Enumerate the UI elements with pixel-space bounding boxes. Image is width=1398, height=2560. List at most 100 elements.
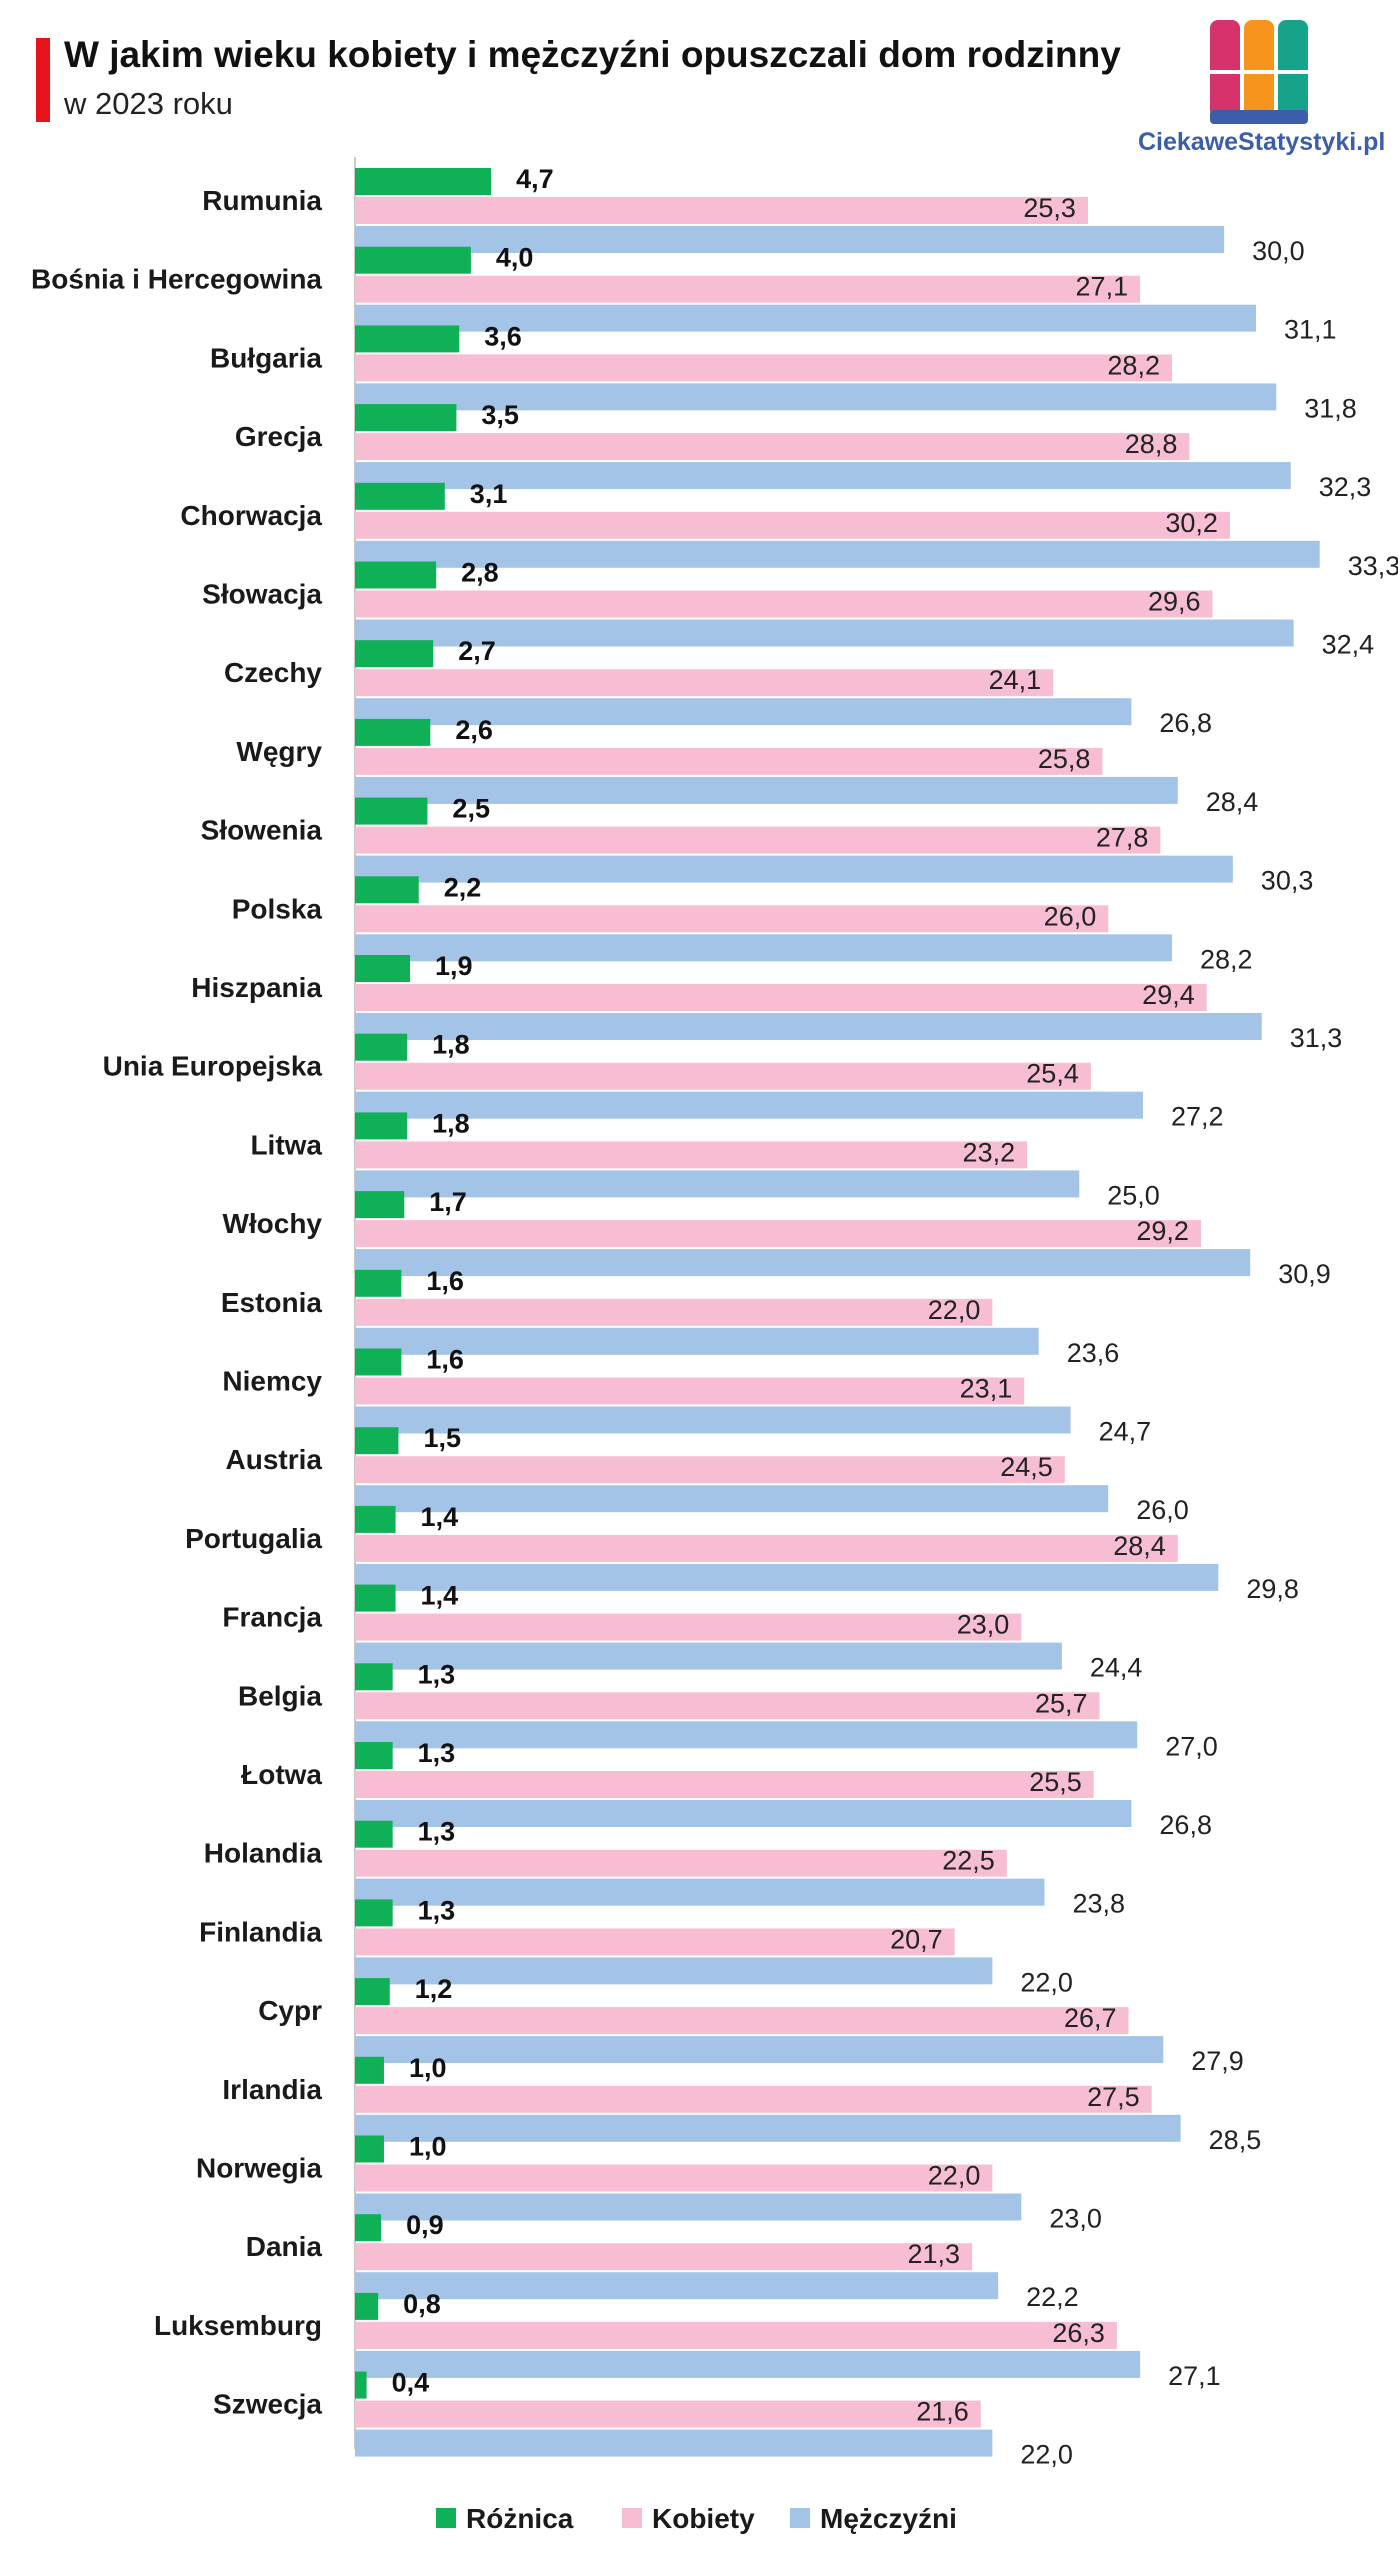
data-label-women: 21,3 bbox=[908, 2239, 961, 2269]
data-label-difference: 1,6 bbox=[426, 1266, 464, 1296]
category-label: Grecja bbox=[235, 421, 323, 452]
bar-men bbox=[355, 1013, 1262, 1040]
data-label-men: 27,1 bbox=[1168, 2361, 1221, 2391]
chart-title: W jakim wieku kobiety i mężczyźni opuszc… bbox=[64, 34, 1121, 75]
data-label-women: 22,5 bbox=[942, 1846, 995, 1876]
data-label-men: 31,1 bbox=[1284, 315, 1337, 345]
category-label: Rumunia bbox=[202, 185, 322, 216]
data-label-difference: 2,6 bbox=[455, 715, 493, 745]
data-label-men: 31,8 bbox=[1304, 393, 1357, 423]
data-label-difference: 1,5 bbox=[423, 1423, 461, 1453]
bar-men bbox=[355, 226, 1225, 253]
bar-women bbox=[355, 1534, 1178, 1562]
data-label-women: 29,6 bbox=[1148, 587, 1201, 617]
data-label-women: 30,2 bbox=[1165, 508, 1218, 538]
bar-men bbox=[355, 1957, 993, 1985]
title-accent-bar bbox=[36, 38, 50, 122]
bar-difference bbox=[355, 2292, 379, 2320]
data-label-men: 24,7 bbox=[1099, 1417, 1152, 1447]
category-label: Chorwacja bbox=[180, 500, 322, 531]
data-label-difference: 1,2 bbox=[415, 1974, 453, 2004]
data-label-women: 26,7 bbox=[1064, 2003, 1117, 2033]
bar-difference bbox=[355, 876, 419, 904]
bar-difference bbox=[355, 1427, 399, 1455]
data-label-men: 26,8 bbox=[1159, 708, 1212, 738]
bar-men bbox=[355, 1249, 1251, 1277]
data-label-men: 22,2 bbox=[1026, 2282, 1079, 2312]
bar-men bbox=[355, 1485, 1109, 1513]
logo-bar-3 bbox=[1278, 20, 1308, 118]
bar-men bbox=[355, 1091, 1143, 1119]
data-label-men: 33,3 bbox=[1348, 551, 1398, 581]
data-label-women: 25,8 bbox=[1038, 744, 1091, 774]
legend-label-women: Kobiety bbox=[652, 2503, 755, 2534]
bar-men bbox=[355, 304, 1256, 332]
bar-difference bbox=[355, 1978, 390, 2006]
bar-women bbox=[355, 197, 1088, 224]
data-label-difference: 4,0 bbox=[496, 243, 534, 273]
data-label-difference: 2,7 bbox=[458, 636, 496, 666]
legend-swatch-difference bbox=[436, 2508, 456, 2528]
bar-women bbox=[355, 984, 1207, 1011]
category-label: Norwegia bbox=[196, 2153, 322, 2184]
category-label: Litwa bbox=[250, 1129, 322, 1160]
category-label: Austria bbox=[226, 1444, 323, 1475]
bar-women bbox=[355, 669, 1054, 697]
bar-women bbox=[355, 2085, 1152, 2113]
data-label-men: 30,3 bbox=[1261, 866, 1314, 896]
bar-difference bbox=[355, 1505, 396, 1533]
bar-women bbox=[355, 1456, 1065, 1484]
bar-men bbox=[355, 619, 1294, 647]
category-label: Irlandia bbox=[222, 2074, 322, 2105]
data-label-men: 27,2 bbox=[1171, 1102, 1224, 1132]
data-label-difference: 4,7 bbox=[516, 164, 554, 194]
category-label: Polska bbox=[232, 893, 323, 924]
data-label-difference: 0,8 bbox=[403, 2289, 441, 2319]
bar-difference bbox=[355, 1899, 393, 1927]
data-label-difference: 3,6 bbox=[484, 321, 522, 351]
data-label-women: 24,5 bbox=[1000, 1452, 1053, 1482]
category-label: Łotwa bbox=[241, 1759, 322, 1790]
data-label-men: 23,0 bbox=[1049, 2204, 1102, 2234]
bar-women bbox=[355, 354, 1172, 382]
bar-difference bbox=[355, 1348, 402, 1376]
data-label-difference: 0,4 bbox=[392, 2368, 430, 2398]
data-label-difference: 1,7 bbox=[429, 1187, 467, 1217]
data-label-men: 30,9 bbox=[1278, 1259, 1331, 1289]
data-label-women: 23,0 bbox=[957, 1610, 1010, 1640]
bar-chart-logo-icon bbox=[1210, 20, 1308, 124]
data-label-women: 22,0 bbox=[928, 1295, 981, 1325]
logo-bar-1 bbox=[1210, 20, 1240, 118]
category-label: Szwecja bbox=[213, 2389, 322, 2420]
data-label-men: 22,0 bbox=[1020, 1967, 1073, 1997]
data-label-women: 26,0 bbox=[1044, 901, 1097, 931]
category-label: Cypr bbox=[258, 1995, 322, 2026]
data-label-difference: 1,8 bbox=[432, 1108, 470, 1138]
bar-women bbox=[355, 511, 1230, 539]
category-label: Bośnia i Hercegowina bbox=[31, 264, 322, 295]
bar-men bbox=[355, 2272, 999, 2300]
chart-legend: Różnica Kobiety Mężczyźni bbox=[436, 2503, 957, 2534]
bar-difference bbox=[355, 2056, 384, 2084]
data-label-men: 26,0 bbox=[1136, 1495, 1189, 1525]
category-label: Słowacja bbox=[202, 579, 322, 610]
data-label-men: 29,8 bbox=[1246, 1574, 1299, 1604]
data-label-women: 20,7 bbox=[890, 1924, 943, 1954]
logo-bar-2 bbox=[1244, 20, 1274, 118]
legend-label-men: Mężczyźni bbox=[820, 2503, 957, 2534]
data-label-difference: 0,9 bbox=[406, 2210, 444, 2240]
data-label-women: 26,3 bbox=[1052, 2318, 1105, 2348]
data-label-men: 28,5 bbox=[1209, 2125, 1262, 2155]
data-label-men: 32,4 bbox=[1322, 630, 1375, 660]
bar-men bbox=[355, 2193, 1022, 2221]
data-label-men: 28,2 bbox=[1200, 944, 1253, 974]
data-label-difference: 1,0 bbox=[409, 2132, 447, 2162]
bar-difference bbox=[355, 404, 457, 432]
data-label-difference: 1,8 bbox=[432, 1030, 470, 1060]
bar-difference bbox=[355, 1112, 408, 1140]
data-label-men: 30,0 bbox=[1252, 236, 1305, 266]
data-label-difference: 2,5 bbox=[452, 794, 490, 824]
site-logo-text: CiekaweStatystyki.pl bbox=[1138, 128, 1386, 156]
bar-difference bbox=[355, 1820, 393, 1848]
bar-men bbox=[355, 855, 1233, 883]
